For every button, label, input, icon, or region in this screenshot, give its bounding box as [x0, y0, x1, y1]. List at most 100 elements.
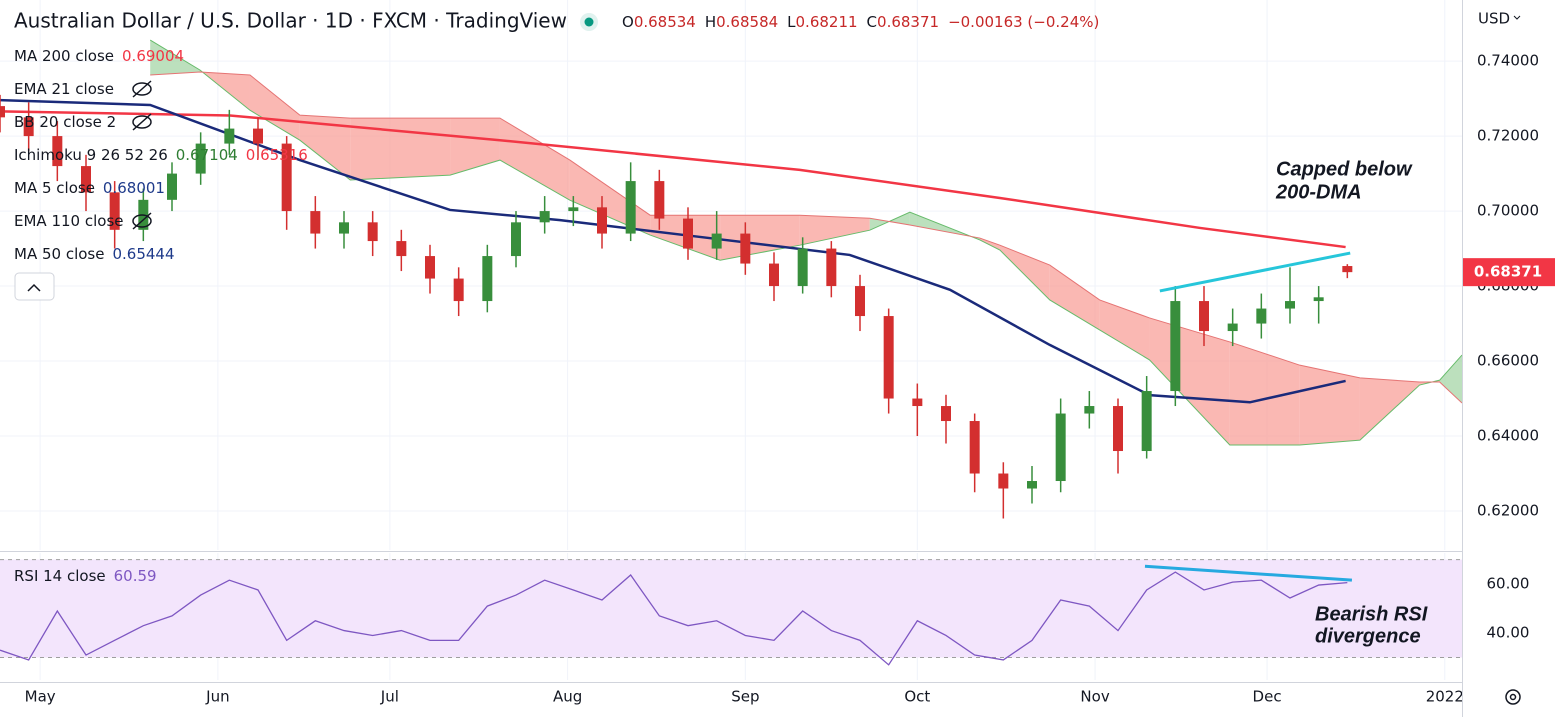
collapse-icon[interactable] — [27, 283, 41, 292]
quote-value: −0.00163 (−0.24%) — [948, 13, 1099, 31]
y-tick-label: 0.74000 — [1477, 52, 1539, 70]
legend-value: 0.65316 — [246, 146, 308, 164]
currency[interactable]: USD — [1478, 10, 1510, 28]
quote-label: C — [867, 13, 877, 31]
x-tick-label: Aug — [553, 688, 582, 706]
candle-body — [912, 398, 923, 407]
candle-body — [52, 136, 63, 167]
candle-body — [769, 263, 779, 287]
legend-entry: Ichimoku 9 26 52 26 0.67104 0.65316 — [14, 146, 308, 164]
legend-entry: EMA 110 close — [14, 212, 123, 230]
price-pane — [0, 0, 1462, 550]
ichimoku-cloud — [450, 118, 500, 176]
hidden-eye[interactable] — [132, 115, 152, 129]
annotation: Capped below — [1276, 158, 1413, 180]
legend-value: 0.67104 — [176, 146, 238, 164]
candle-body — [1285, 301, 1295, 309]
currency-caret[interactable] — [1513, 15, 1521, 20]
quote-label: O — [622, 13, 634, 31]
hidden-eye[interactable] — [132, 82, 152, 96]
legend-name: MA 50 close — [14, 245, 104, 263]
legend-name: RSI 14 close — [14, 567, 106, 585]
legend-entry: MA 50 close 0.65444 — [14, 245, 175, 263]
trendline — [1144, 564, 1353, 582]
candle-body — [941, 406, 951, 422]
y-tick-label: 0.70000 — [1477, 202, 1539, 220]
x-tick-label: Sep — [731, 688, 759, 706]
y-tick-label: 40.00 — [1487, 624, 1530, 642]
candle-body — [310, 211, 321, 234]
trendline — [1159, 251, 1351, 293]
ichimoku-cloud — [1359, 377, 1420, 441]
candle-body — [883, 316, 894, 399]
rsi-band — [0, 559, 1462, 658]
settings-icon[interactable] — [1505, 689, 1521, 705]
ichimoku-cloud — [799, 215, 870, 246]
candle-body — [425, 256, 435, 279]
candle-body — [1055, 413, 1066, 482]
last-price-label: 0.68371 — [1474, 263, 1542, 281]
candle-body — [367, 222, 378, 242]
x-tick-label: Jun — [205, 688, 229, 706]
candle-body — [683, 218, 693, 249]
hidden-eye[interactable] — [132, 214, 152, 228]
moving-average — [0, 98, 1346, 404]
rsi-pane — [0, 553, 1462, 680]
candle-body — [396, 241, 407, 257]
ichimoku-cloud — [499, 118, 570, 201]
legend-value: 0.68001 — [103, 179, 165, 197]
ichimoku-cloud — [299, 115, 351, 180]
candle-body — [855, 286, 865, 317]
status-dot — [584, 17, 594, 27]
candle-body — [797, 248, 808, 287]
gear-ring[interactable] — [1505, 689, 1521, 705]
hidden-eye-slash[interactable] — [132, 113, 152, 131]
quote-label: H — [705, 13, 716, 31]
candle-body — [1342, 266, 1353, 273]
candle-body — [654, 181, 665, 219]
y-tick-label: 0.62000 — [1477, 502, 1539, 520]
candle-body — [339, 222, 349, 234]
cloud-edge — [150, 71, 1462, 404]
candle-body — [1170, 301, 1181, 392]
candle-body — [0, 106, 5, 118]
time-axis: May Jun Jul Aug Sep Oct Nov Dec 2022 — [25, 688, 1464, 706]
ichimoku-cloud — [999, 245, 1050, 300]
hidden-eye-slash[interactable] — [132, 80, 152, 98]
price-axis-panel — [1462, 0, 1555, 717]
x-tick-label: Nov — [1080, 688, 1109, 706]
candle-body — [1199, 301, 1209, 332]
candle-body — [482, 256, 493, 302]
legend-name: EMA 21 close — [14, 80, 114, 98]
legend-name: MA 5 close — [14, 179, 95, 197]
legend-name: EMA 110 close — [14, 212, 123, 230]
quote-label: L — [787, 13, 796, 31]
x-tick-label: May — [25, 688, 56, 706]
x-tick-label: Oct — [904, 688, 930, 706]
hidden-eye-slash[interactable] — [132, 212, 152, 230]
gear-center[interactable] — [1509, 693, 1517, 701]
candle-body — [1141, 391, 1152, 452]
ichimoku-cloud — [1229, 341, 1300, 446]
candle-body — [969, 421, 980, 474]
candle-body — [23, 117, 34, 137]
candle-body — [511, 222, 521, 257]
legend-entry: RSI 14 close 60.59 — [14, 567, 157, 585]
candle-body — [1256, 308, 1267, 324]
candle-body — [625, 181, 636, 234]
ichimoku-cloud — [1099, 299, 1150, 360]
ichimoku-cloud — [1149, 317, 1230, 446]
legend-value: 0.69004 — [122, 47, 184, 65]
quote-value: 0.68211 — [796, 13, 858, 31]
candle-body — [597, 207, 607, 234]
candle-body — [568, 207, 579, 212]
candle-body — [224, 128, 235, 144]
candle-body — [281, 143, 292, 212]
price-axis: 0.620000.640000.660000.680000.700000.720… — [1463, 52, 1555, 642]
legend-name: Ichimoku 9 26 52 26 — [14, 146, 168, 164]
annotation: Bearish RSI — [1315, 603, 1428, 625]
legend-entry: BB 20 close 2 — [14, 113, 116, 131]
ichimoku-cloud — [249, 74, 300, 141]
candle-body — [453, 278, 464, 302]
